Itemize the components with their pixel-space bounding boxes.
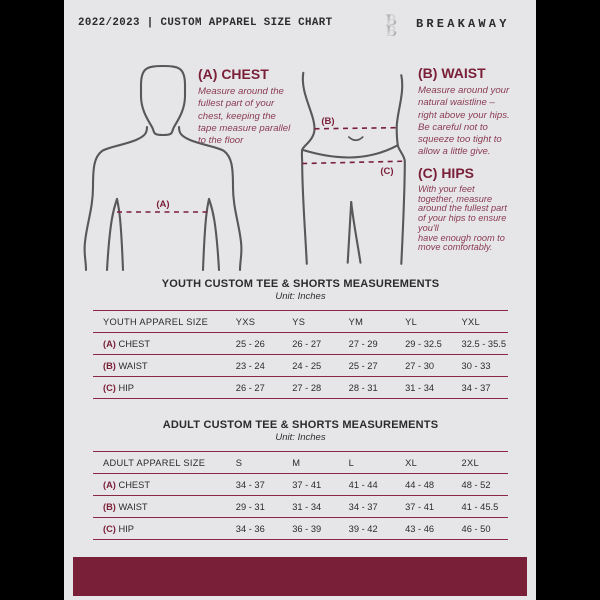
svg-text:(A): (A) <box>156 199 169 210</box>
svg-text:(B): (B) <box>321 116 334 127</box>
svg-text:(C): (C) <box>380 166 393 177</box>
svg-text:B: B <box>386 23 397 37</box>
